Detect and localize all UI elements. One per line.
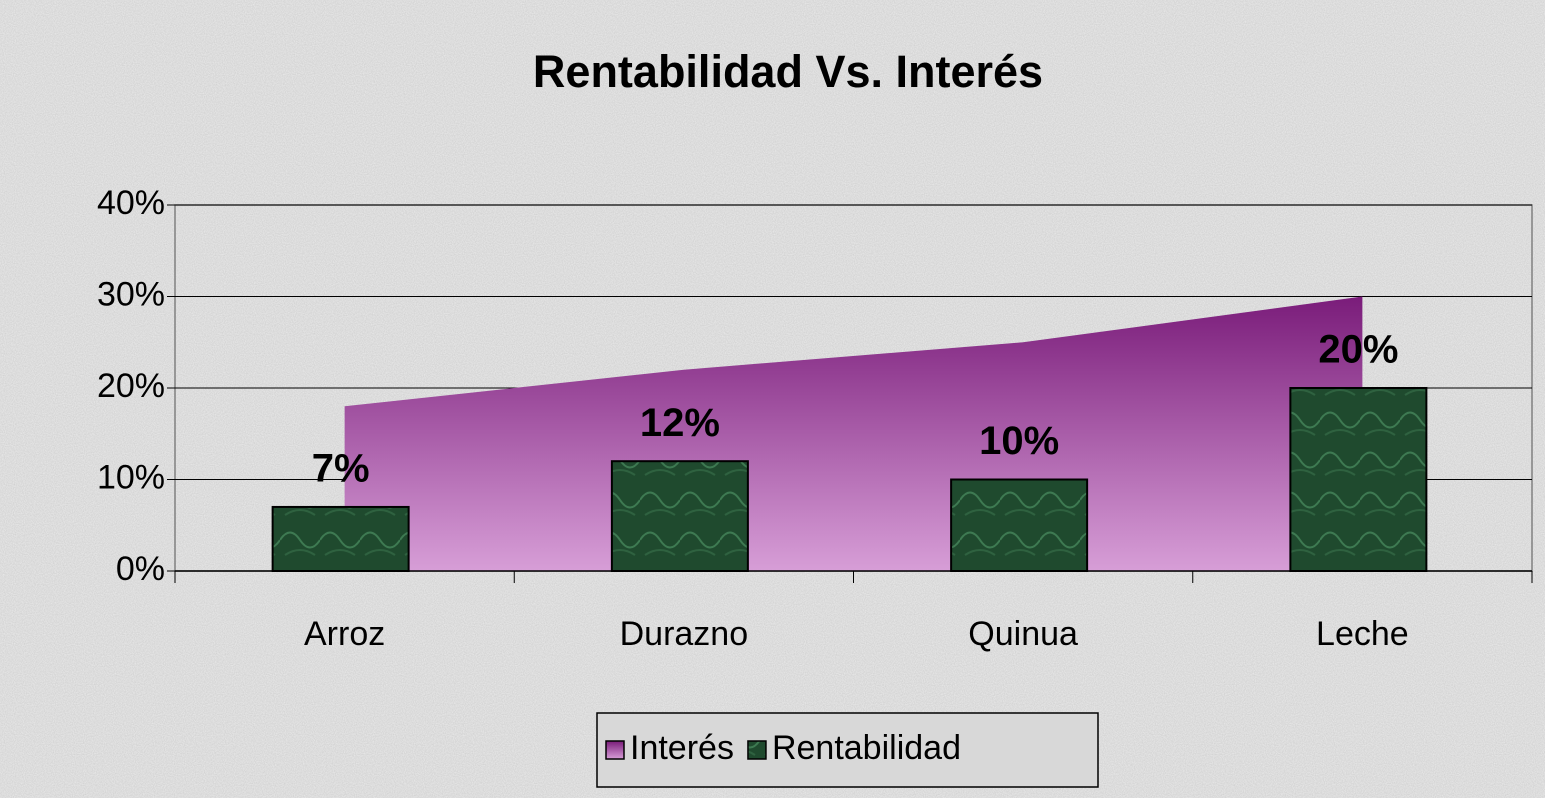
data-label: 10%	[979, 419, 1059, 463]
legend-swatch	[605, 740, 625, 760]
chart-title: Rentabilidad Vs. Interés	[533, 46, 1043, 97]
plot-area: 0% 10% 20% 30% 40% 7% 12% 10% 20% Arroz Durazno Qui…	[97, 184, 1533, 653]
x-tick-label: Arroz	[304, 615, 385, 653]
x-tick-label: Quinua	[968, 615, 1078, 653]
legend: Interés Rentabilidad	[596, 712, 1099, 788]
y-tick-label: 20%	[97, 367, 165, 405]
data-label: 20%	[1318, 328, 1398, 372]
legend-box	[596, 712, 1099, 788]
area	[344, 296, 1363, 571]
y-tick-label: 30%	[97, 275, 165, 313]
data-label: 7%	[312, 447, 370, 491]
y-tick-label: 10%	[97, 458, 165, 496]
x-tick-label: Leche	[1316, 615, 1409, 653]
bar	[271, 505, 410, 573]
y-tick-label: 40%	[97, 184, 165, 222]
data-label: 12%	[640, 401, 720, 445]
legend-swatch	[747, 740, 767, 760]
x-tick-label: Durazno	[620, 615, 749, 653]
bar	[950, 478, 1089, 572]
y-tick-label: 0%	[116, 550, 165, 588]
bar	[610, 460, 749, 573]
bar	[1289, 387, 1428, 572]
legend-label: Rentabilidad	[772, 729, 961, 767]
legend-label: Interés	[630, 729, 734, 767]
